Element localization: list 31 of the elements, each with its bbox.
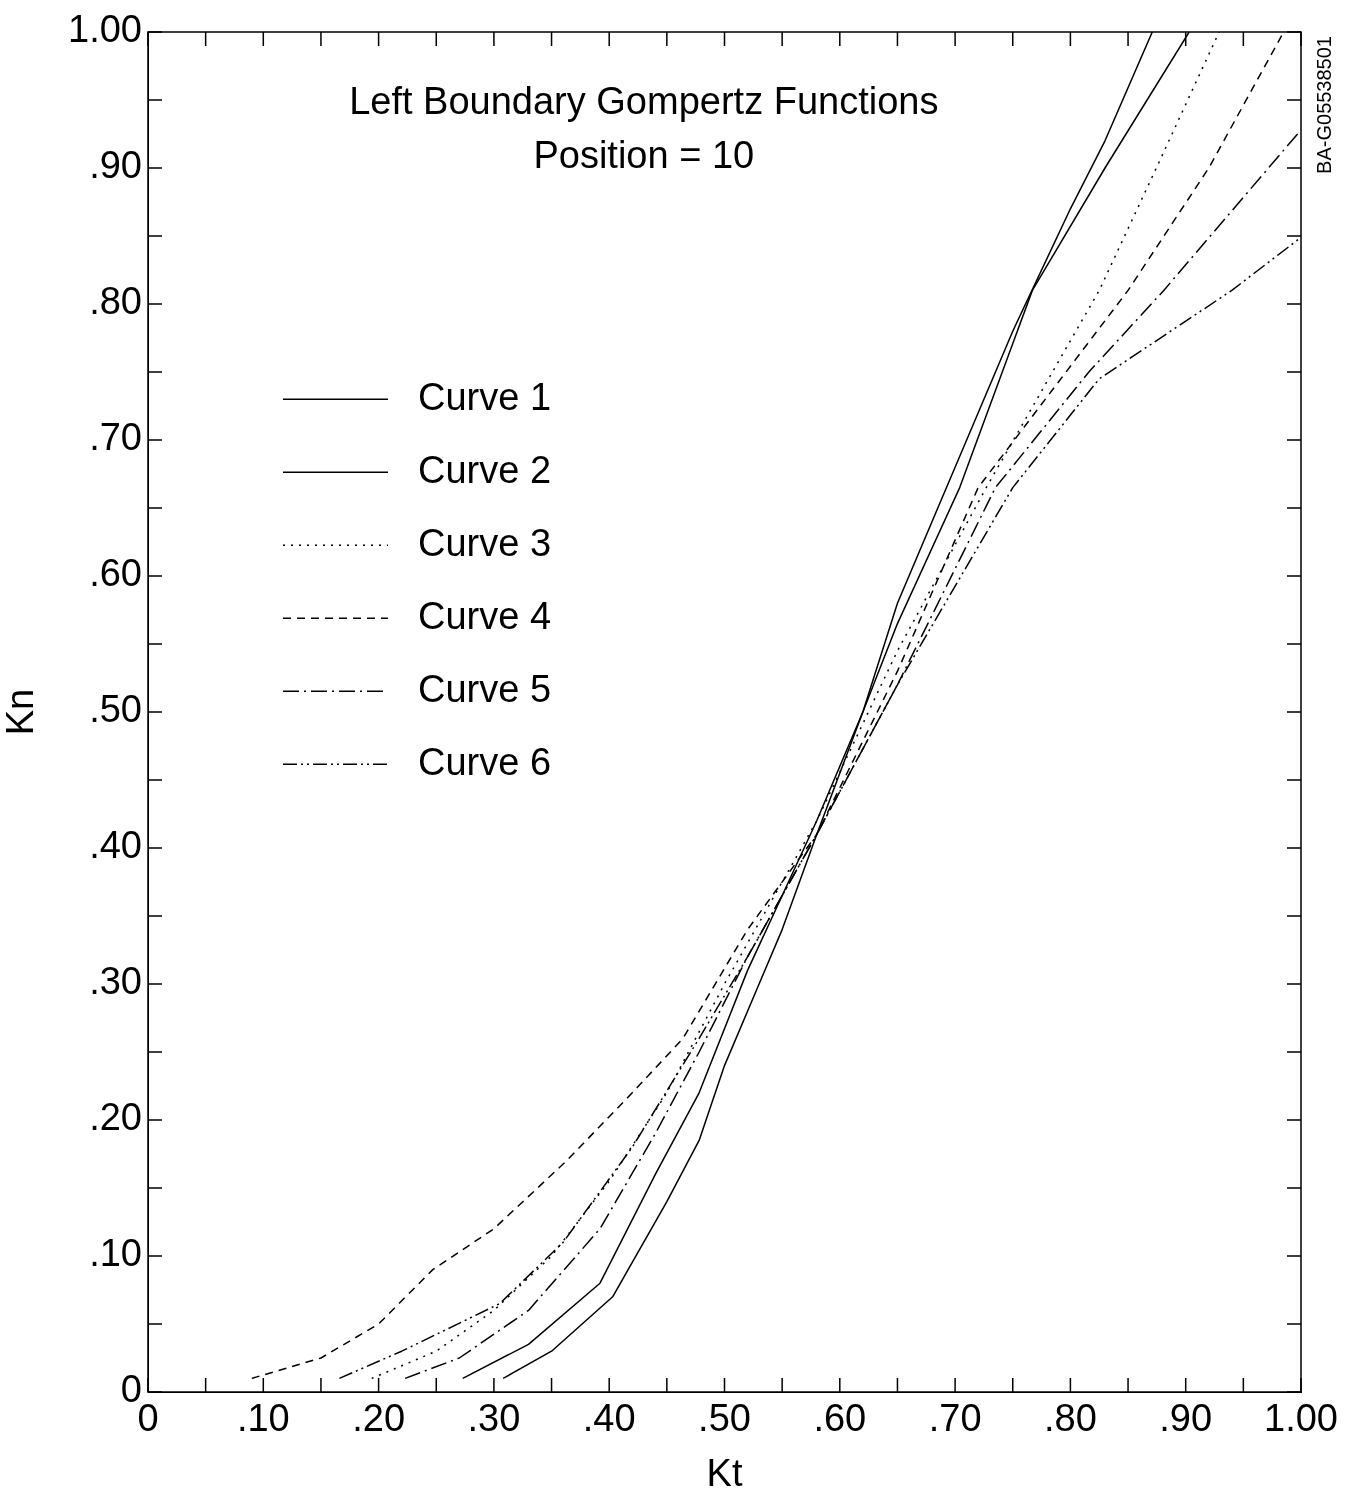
- x-tick-label: 1.00: [1264, 1397, 1338, 1440]
- y-tick-label: 1.00: [68, 8, 142, 51]
- legend-label: Curve 1: [418, 375, 552, 418]
- y-tick-label: .30: [89, 960, 142, 1003]
- x-tick-label: .40: [582, 1397, 636, 1440]
- y-tick-label: .90: [89, 144, 142, 187]
- legend-label: Curve 2: [418, 448, 552, 491]
- x-tick-label: .20: [352, 1397, 406, 1440]
- x-tick-label: .60: [813, 1397, 867, 1440]
- x-axis-title: Kt: [706, 1451, 743, 1494]
- legend-label: Curve 5: [418, 667, 552, 710]
- y-tick-label: .10: [89, 1232, 142, 1275]
- legend-label: Curve 3: [418, 521, 552, 564]
- y-tick-label: .80: [89, 280, 142, 323]
- x-tick-label: .50: [698, 1397, 751, 1440]
- x-tick-label: .70: [928, 1397, 982, 1440]
- y-tick-label: .40: [89, 824, 142, 867]
- text: BA-G05538501: [1312, 36, 1335, 174]
- x-tick-label: .90: [1159, 1397, 1213, 1440]
- legend-label: Curve 6: [418, 740, 552, 783]
- x-tick-label: .10: [236, 1397, 290, 1440]
- text: Position = 10: [533, 134, 755, 177]
- x-tick-label: .80: [1043, 1397, 1097, 1440]
- legend-label: Curve 4: [418, 594, 552, 637]
- x-tick-label: .30: [467, 1397, 521, 1440]
- y-tick-label: .50: [89, 688, 142, 731]
- y-tick-label: .20: [89, 1096, 142, 1139]
- text: Left Boundary Gompertz Functions: [349, 80, 939, 123]
- y-axis-title: Kn: [0, 688, 42, 736]
- y-tick-label: .60: [89, 552, 142, 595]
- y-tick-label: .70: [89, 416, 142, 459]
